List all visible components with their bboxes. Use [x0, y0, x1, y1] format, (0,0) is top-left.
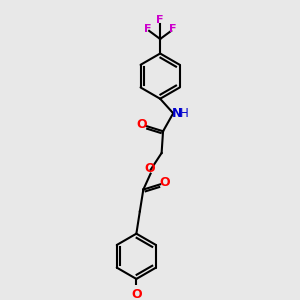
Text: O: O — [159, 176, 169, 189]
Text: F: F — [156, 15, 164, 26]
Text: F: F — [144, 24, 152, 34]
Text: H: H — [180, 107, 189, 120]
Text: O: O — [131, 288, 142, 300]
Text: O: O — [145, 162, 155, 175]
Text: F: F — [169, 24, 176, 34]
Text: O: O — [137, 118, 148, 131]
Text: N: N — [172, 107, 182, 120]
